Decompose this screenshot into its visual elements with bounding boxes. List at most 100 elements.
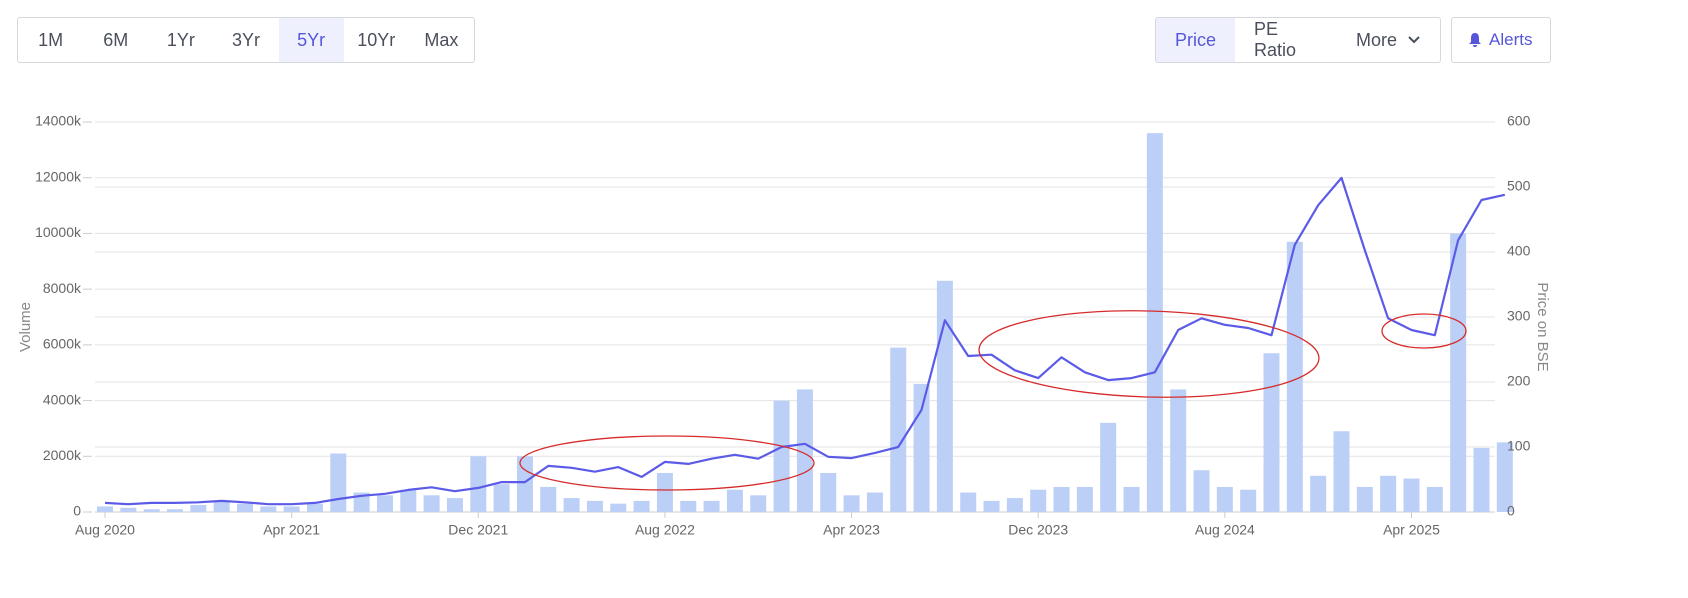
y2-tick-label: 0 [1507, 503, 1515, 519]
volume-bar [586, 500, 603, 512]
y2-tick-label: 500 [1507, 178, 1531, 194]
volume-bar [260, 506, 277, 512]
volume-bar [470, 456, 487, 512]
volume-bar [190, 505, 207, 512]
range-selector: 1M 6M 1Yr 3Yr 5Yr 10Yr Max [17, 17, 475, 63]
volume-bar [1170, 389, 1187, 512]
range-button[interactable]: 6M [103, 29, 129, 50]
x-tick-label: Apr 2021 [263, 522, 320, 538]
volume-bar [890, 347, 907, 512]
view-button[interactable]: PE Ratio [1254, 19, 1297, 60]
volume-bar [1450, 233, 1467, 512]
volume-bar [423, 495, 440, 512]
y-axis-title: Volume [17, 302, 34, 352]
volume-bar [1006, 498, 1023, 512]
volume-bar [1426, 486, 1443, 512]
x-tick-label: Aug 2022 [635, 522, 695, 538]
alerts-group: Alerts [1451, 17, 1551, 63]
volume-bar [1123, 486, 1140, 512]
alerts-label: Alerts [1489, 30, 1533, 49]
volume-bar [97, 506, 113, 512]
range-button[interactable]: Max [424, 29, 459, 50]
annotation-ellipse [1381, 313, 1467, 349]
volume-bar [1380, 475, 1397, 512]
volume-bar [353, 492, 370, 512]
volume-bar [936, 280, 953, 512]
y-tick-label: 2000k [43, 447, 82, 463]
y-tick-label: 14000k [35, 113, 82, 129]
volume-bar [306, 503, 323, 512]
range-button[interactable]: 1M [38, 29, 64, 50]
volume-bar [960, 492, 977, 512]
volume-bar [446, 498, 463, 512]
y-tick-label: 12000k [35, 168, 82, 184]
y2-tick-label: 300 [1507, 308, 1531, 324]
volume-bar [330, 453, 347, 512]
volume-bar [773, 400, 790, 512]
view-button[interactable]: Price [1156, 18, 1236, 62]
x-tick-label: Aug 2020 [75, 522, 135, 538]
x-tick-label: Apr 2023 [823, 522, 880, 538]
volume-bar [1263, 353, 1280, 512]
volume-bar [166, 509, 183, 512]
y-tick-label: 4000k [43, 391, 82, 407]
volume-bar [493, 484, 510, 512]
volume-bar [703, 500, 720, 512]
range-button[interactable]: 5Yr [278, 18, 344, 62]
range-button[interactable]: 3Yr [231, 29, 260, 50]
volume-bar [726, 489, 743, 512]
volume-bar [1473, 447, 1490, 512]
bell-icon [1469, 33, 1481, 47]
volume-bar [236, 503, 253, 512]
annotation-ellipse [978, 310, 1320, 398]
volume-bar [1333, 431, 1350, 512]
volume-bar [143, 509, 160, 512]
volume-bar [1030, 489, 1047, 512]
more-button[interactable]: More [1337, 18, 1440, 62]
volume-bar [1076, 486, 1093, 512]
volume-bar [516, 456, 533, 512]
volume-bar [563, 498, 580, 512]
volume-bar [1286, 241, 1303, 513]
volume-bar [610, 503, 627, 512]
volume-bar [843, 495, 860, 512]
volume-bar [1053, 486, 1070, 512]
volume-bar [1356, 486, 1373, 512]
volume-bar [213, 500, 230, 512]
chevron-icon [1408, 36, 1420, 44]
volume-bar [1240, 489, 1257, 512]
y-tick-label: 8000k [43, 280, 82, 296]
volume-bar [983, 500, 1000, 512]
y2-tick-label: 600 [1507, 113, 1531, 129]
volume-bar [866, 492, 883, 512]
volume-bar [283, 506, 300, 512]
view-selector: Price PE Ratio More [1155, 17, 1441, 63]
volume-bar [913, 383, 930, 512]
volume-bar [1146, 133, 1163, 512]
y2-tick-label: 400 [1507, 243, 1531, 259]
volume-bar [633, 500, 650, 512]
range-button[interactable]: 1Yr [166, 29, 195, 50]
volume-bar [1496, 442, 1513, 512]
x-tick-label: Aug 2024 [1195, 522, 1255, 538]
y-tick-label: 6000k [43, 336, 82, 352]
volume-bar [376, 495, 393, 512]
y2-axis-title: Price on BSE [1534, 282, 1551, 371]
range-button[interactable]: 10Yr [357, 29, 396, 50]
volume-bar [656, 473, 673, 512]
volume-bar [1403, 478, 1420, 512]
y2-tick-label: 200 [1507, 373, 1531, 389]
volume-bar [1100, 422, 1117, 512]
y2-tick-label: 100 [1507, 438, 1531, 454]
annotation-ellipse [519, 435, 815, 491]
volume-bar [120, 507, 137, 512]
volume-bar [820, 473, 837, 512]
alerts-button[interactable]: Alerts [1452, 18, 1548, 62]
volume-bar [750, 495, 767, 512]
volume-bar [400, 489, 417, 512]
y-tick-label: 10000k [35, 224, 82, 240]
x-tick-label: Dec 2023 [1008, 522, 1068, 538]
volume-bar [1216, 486, 1233, 512]
